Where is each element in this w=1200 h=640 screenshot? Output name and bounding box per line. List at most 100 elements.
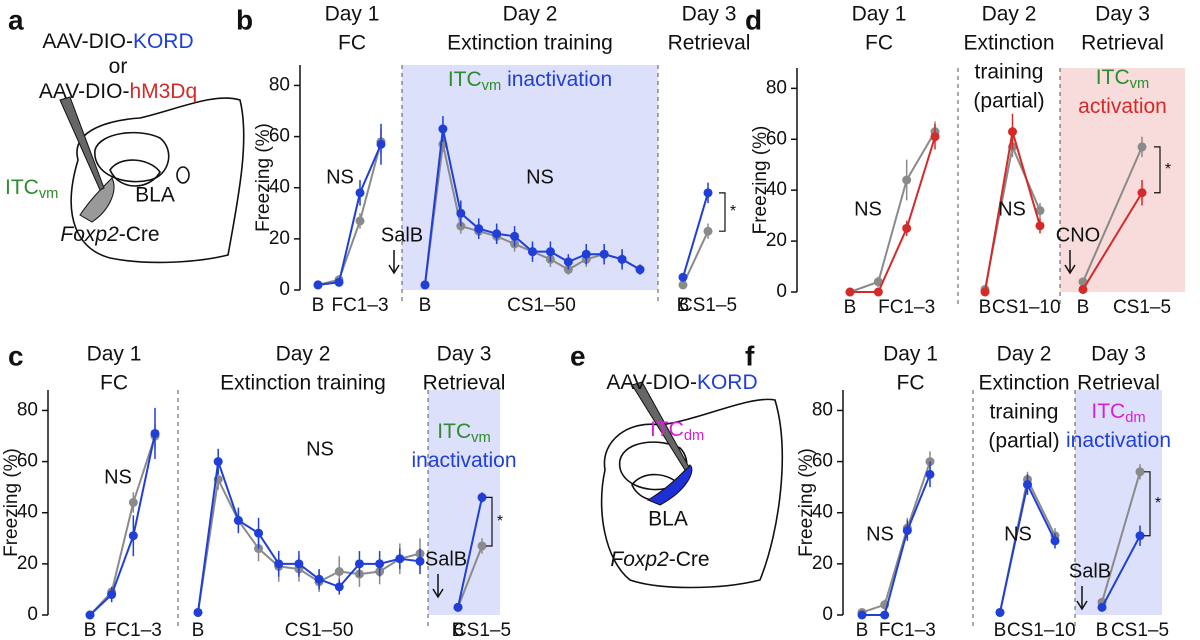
series-line: [457, 545, 483, 608]
x-tick-label: B: [312, 295, 325, 316]
data-point: [545, 247, 555, 257]
annotation: NS: [866, 523, 894, 545]
x-tick-label: FC1–3: [331, 295, 388, 316]
data-point: [925, 469, 935, 479]
text-part: dm: [1125, 410, 1145, 426]
segment-header: Day 1: [852, 3, 907, 26]
series-line: [1082, 146, 1143, 283]
brain-sketch-e: [600, 381, 783, 589]
panel-label: e: [570, 340, 586, 371]
virus-label: AAV-DIO-KORD: [606, 371, 757, 394]
y-axis-label: Freezing (%): [1, 448, 22, 557]
data-point: [1023, 480, 1032, 490]
series-line: [89, 433, 156, 616]
data-point: [274, 559, 284, 569]
shade-label: ITCdm: [1091, 400, 1145, 426]
virus-label: AAV-DIO-hM3Dq: [39, 80, 197, 103]
data-point: [1097, 602, 1107, 612]
text-part: inactivation: [411, 449, 516, 472]
data-point: [528, 247, 537, 257]
annotation: NS: [854, 198, 882, 220]
text-part: ITC: [1096, 66, 1130, 89]
text-part: dm: [684, 428, 704, 444]
series-line: [849, 131, 936, 293]
x-tick-label: CS1–5: [1113, 297, 1171, 318]
text-part: vm: [1130, 76, 1150, 92]
arrow-head: [1064, 264, 1076, 275]
data-point: [375, 559, 385, 569]
data-point: [1078, 284, 1088, 294]
data-point: [294, 559, 304, 569]
panel-label: f: [745, 340, 755, 371]
annotation: NS: [104, 466, 132, 488]
y-tick-label: 60: [766, 128, 787, 149]
y-axis-label: Freezing (%): [253, 123, 274, 232]
segment-header: FC: [338, 32, 366, 55]
annotation: SalB: [425, 548, 467, 570]
annotation: SalB: [1069, 560, 1111, 582]
data-point: [703, 188, 713, 198]
x-tick-label: CS1–50: [285, 620, 354, 640]
text-part: ITC: [448, 68, 482, 91]
x-tick-label: FC1–3: [878, 297, 935, 318]
y-tick-label: 0: [822, 604, 833, 625]
y-tick-label: 20: [812, 553, 833, 574]
x-tick-label: B: [994, 620, 1007, 640]
y-tick-label: 60: [269, 126, 290, 147]
data-point: [1135, 531, 1145, 541]
data-point: [678, 272, 688, 282]
y-tick-label: 80: [17, 399, 38, 420]
y-tick-label: 60: [812, 451, 833, 472]
data-point: [85, 610, 95, 620]
data-point: [420, 280, 430, 290]
significance: *: [1165, 161, 1171, 178]
panel-label: a: [8, 4, 24, 35]
segment-header: Day 3: [1095, 3, 1150, 26]
segment-header: Day 1: [325, 3, 380, 26]
x-tick-label: B: [452, 620, 465, 640]
x-tick-label: B: [419, 295, 432, 316]
text-part: -Cre: [119, 223, 160, 246]
segment-header: Day 2: [276, 343, 331, 366]
shade: [1060, 68, 1185, 292]
bracket: [1154, 146, 1161, 194]
segment-header: Extinction training: [220, 372, 386, 395]
data-point: [902, 223, 912, 233]
segment-header: (partial): [988, 430, 1059, 453]
target-label: ITCdm: [650, 418, 704, 444]
data-point: [845, 287, 855, 297]
segment-header: FC: [100, 372, 128, 395]
annotation: NS: [1004, 523, 1032, 545]
segment-header: Day 3: [437, 343, 492, 366]
segment-header: training: [975, 61, 1044, 84]
series-line: [682, 192, 709, 278]
text-part: hM3Dq: [129, 80, 197, 103]
annotation: CNO: [1056, 224, 1100, 246]
x-tick-label: CS1–5: [453, 620, 511, 640]
x-tick-label: CS1–50: [507, 295, 576, 316]
x-tick-label: CS1–10: [1007, 620, 1076, 640]
series-line: [317, 141, 382, 286]
shade-label: inactivation: [1066, 429, 1171, 452]
shade-label: ITCvm: [437, 420, 490, 446]
y-tick-label: 40: [812, 502, 833, 523]
text-part: vm: [39, 186, 59, 202]
text-part: AAV-DIO-: [39, 80, 130, 103]
data-point: [678, 280, 688, 290]
bracket: [486, 496, 493, 547]
segment-header: (partial): [973, 90, 1044, 113]
data-point: [563, 257, 573, 267]
virus-label: or: [109, 55, 128, 78]
y-tick-label: 0: [776, 281, 787, 302]
data-point: [703, 226, 713, 236]
significance: *: [1155, 495, 1161, 512]
x-tick-label: B: [979, 297, 992, 318]
segment-header: Day 2: [982, 3, 1037, 26]
data-point: [415, 556, 425, 566]
segment-header: Retrieval: [1077, 372, 1160, 395]
x-tick-label: B: [1077, 297, 1090, 318]
data-point: [617, 254, 627, 264]
data-point: [1137, 188, 1147, 198]
data-point: [902, 526, 912, 536]
